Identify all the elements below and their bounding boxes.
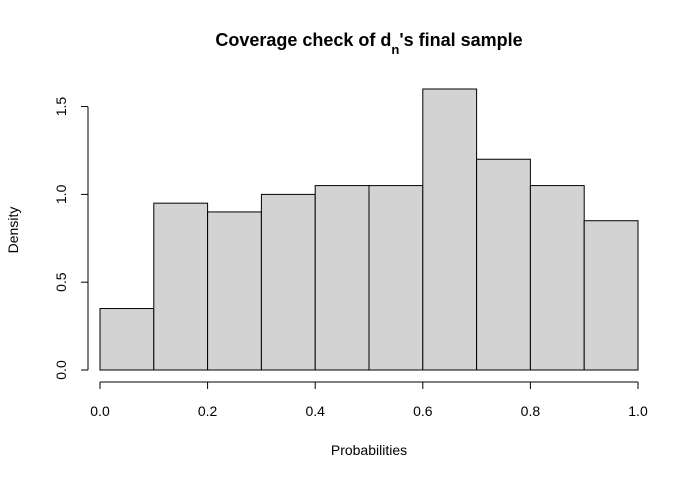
histogram-bar-4 — [314, 185, 370, 371]
x-tick-label-4: 0.8 — [521, 403, 541, 419]
histogram-bar-5 — [368, 185, 424, 371]
x-tick-label-0: 0.0 — [90, 403, 110, 419]
chart-title-subscript: n — [391, 42, 399, 57]
y-tick-label-3: 1.5 — [53, 97, 69, 117]
y-axis-label: Density — [5, 207, 21, 254]
histogram-bar-3 — [260, 193, 316, 371]
histogram-bar-2 — [207, 211, 262, 371]
y-tick-label-1: 0.5 — [53, 272, 69, 292]
histogram-bar-0 — [99, 308, 155, 371]
chart-title: Coverage check of dn's final sample — [215, 30, 522, 57]
y-axis: 0.0 0.5 1.0 1.5 — [53, 97, 89, 380]
histogram-bar-7 — [476, 158, 531, 371]
x-tick-label-5: 1.0 — [628, 403, 648, 419]
y-tick-label-2: 1.0 — [53, 184, 69, 204]
y-tick-label-0: 0.0 — [53, 360, 69, 380]
x-tick-label-1: 0.2 — [198, 403, 218, 419]
chart-title-prefix: Coverage check of d — [215, 30, 391, 50]
histogram-bar-1 — [153, 202, 209, 371]
x-axis: 0.0 0.2 0.4 0.6 0.8 1.0 — [90, 381, 648, 419]
chart-title-suffix: 's final sample — [399, 30, 522, 50]
histogram-bar-9 — [583, 220, 639, 371]
x-tick-label-3: 0.6 — [413, 403, 433, 419]
histogram-bar-8 — [529, 185, 585, 371]
histogram-bar-6 — [422, 88, 478, 371]
x-tick-label-2: 0.4 — [305, 403, 325, 419]
bars-group — [99, 88, 639, 371]
x-axis-label: Probabilities — [331, 442, 407, 458]
